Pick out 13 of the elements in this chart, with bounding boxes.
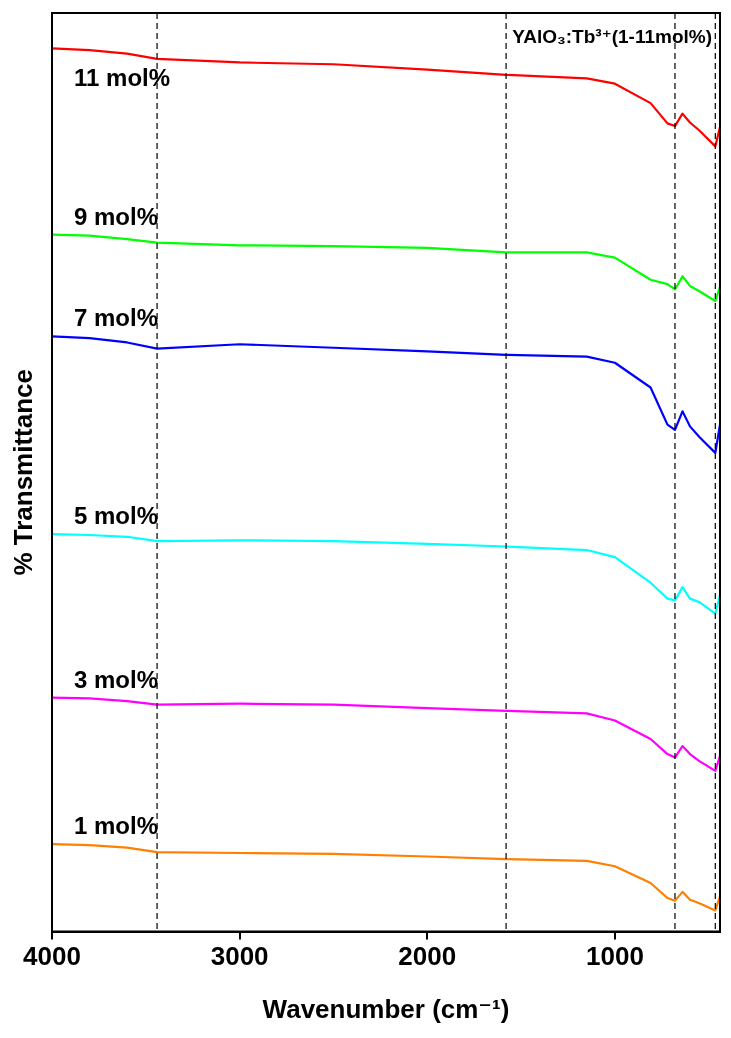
x-tick-label: 4000 — [23, 941, 81, 972]
y-axis-title: % Transmittance — [8, 368, 38, 576]
series-label: 11 mol% — [74, 64, 171, 92]
series-label: 5 mol% — [74, 502, 159, 530]
series-label: 7 mol% — [74, 304, 159, 332]
series-label: 1 mol% — [74, 812, 159, 840]
series-label: 9 mol% — [74, 202, 159, 230]
x-axis-title: Wavenumber (cm⁻¹) — [262, 993, 510, 1024]
series-label: 3 mol% — [74, 665, 159, 693]
x-tick-label: 3000 — [210, 941, 269, 972]
x-tick-label: 1000 — [586, 941, 644, 972]
text: YAlO₃:Tb³⁺(1-11mol%) — [512, 26, 712, 47]
x-tick-label: 2000 — [398, 941, 457, 972]
